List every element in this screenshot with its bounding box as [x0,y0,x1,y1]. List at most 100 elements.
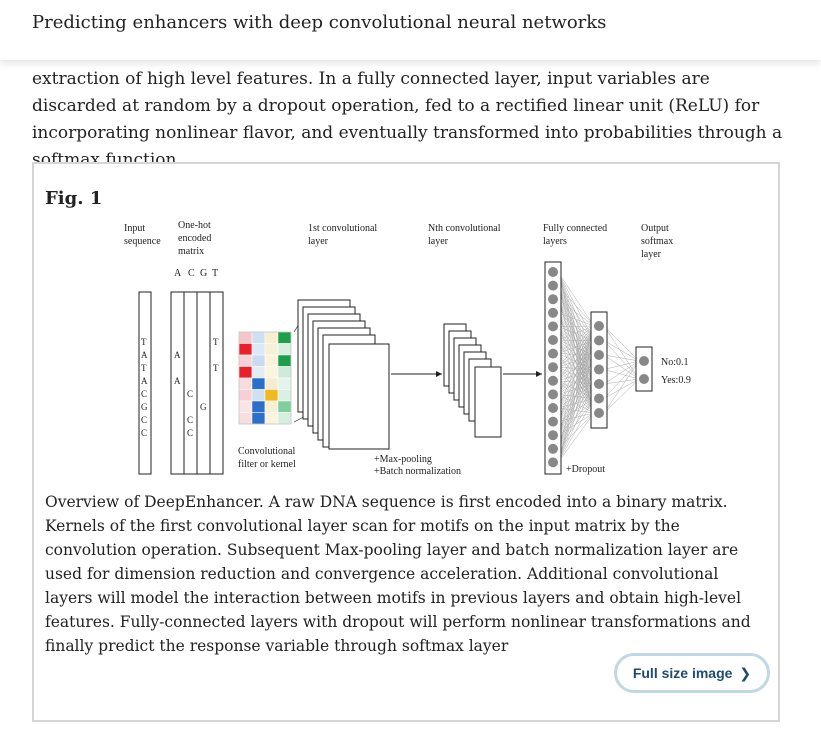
filter-cell [264,366,279,379]
article-title: Predicting enhancers with deep convoluti… [32,12,607,33]
filter-label: filter or kernel [238,459,296,470]
fc-node [548,416,558,427]
figure-diagram: Input sequence One-hot encoded matrix 1s… [124,220,691,477]
filter-cell [277,331,292,344]
pool-label: +Batch normalization [374,466,461,477]
fc-node [594,393,604,404]
sequence-base: C [141,389,147,399]
filter-cell [264,400,279,413]
fc-node [594,364,604,375]
sequence-base: T [141,337,147,347]
filter-cell [277,366,292,379]
base-letter: C [188,268,195,279]
output-label: layer [641,249,662,260]
sequence-base: A [141,376,148,386]
onehot-label: One-hot [178,220,211,231]
output-yes: Yes:0.9 [661,375,691,386]
chevron-right-icon: ❯ [739,664,752,681]
fc-node [548,362,558,373]
onehot-cell: C [187,415,193,425]
nth-conv-layer [443,323,502,438]
pool-label: +Max-pooling [374,454,432,465]
first-conv-layer [297,299,390,450]
filter-cell [238,366,253,379]
full-size-image-label: Full size image [632,665,733,681]
output-no: No:0.1 [661,357,689,368]
base-letter: T [212,268,218,279]
fc-node [548,280,558,291]
filter-cell [264,343,279,356]
output-label: softmax [641,236,673,247]
filter-cell [264,331,279,344]
convn-label: Nth convolutional [428,223,501,234]
convolution-filter [238,331,292,425]
article-paragraph: extraction of high level features. In a … [32,69,783,170]
input-sequence-box [138,291,152,475]
onehot-cell: T [213,337,219,347]
figure-caption: Overview of DeepEnhancer. A raw DNA sequ… [45,493,751,655]
filter-cell [277,354,292,367]
output-layer [635,346,653,392]
fc-node [548,403,558,413]
conv1-label: 1st convolutional [308,223,377,234]
filter-label: Convolutional [238,446,295,457]
fc-node [594,335,604,346]
fc-node [594,408,604,418]
fc-node [548,457,558,468]
full-size-image-button[interactable]: Full size image ❯ [614,653,770,693]
sequence-base: C [141,415,147,425]
filter-cell [251,331,266,344]
figure-label: Fig. 1 [45,188,103,209]
output-label: Output [641,223,669,234]
convn-label: layer [428,236,449,247]
fc-node [594,321,604,331]
filter-cell [277,343,292,356]
filter-cell [238,412,253,425]
filter-border [238,331,292,425]
filter-cell [238,331,253,344]
filter-cell [277,377,292,390]
onehot-label: matrix [178,246,204,257]
filter-cell [264,377,279,390]
fc-label: layers [543,236,567,247]
filter-cell [251,354,266,367]
fc-node [548,335,558,345]
filter-cell [238,389,253,402]
filter-cell [264,389,279,402]
onehot-cell: C [187,389,193,399]
fc-node [548,430,558,441]
sequence-base: G [141,402,148,412]
fc-node [548,267,558,277]
onehot-label: encoded [178,233,211,244]
onehot-cell: G [200,402,207,412]
filter-cell [251,343,266,356]
sequence-base: A [141,350,148,360]
filter-cell [238,377,253,390]
filter-cell [277,400,292,413]
conv1-label: layer [308,236,329,247]
fc-node [548,294,558,305]
sequence-base: T [141,363,147,373]
filter-cell [238,400,253,413]
filter-cell [238,343,253,356]
fc-node [548,443,558,454]
filter-cell [277,389,292,402]
fc-node [548,375,558,386]
base-letter: A [174,268,182,279]
filter-cell [251,377,266,390]
filter-cell [238,354,253,367]
input-label: Input [124,223,145,234]
filter-cell [251,400,266,413]
fc-node [548,389,558,400]
filter-cell [277,412,292,425]
article-header: Predicting enhancers with deep convoluti… [0,0,821,60]
onehot-cell: A [174,376,181,386]
input-label: sequence [124,236,161,247]
fc-node [594,379,604,389]
filter-cell [251,366,266,379]
filter-cell [251,412,266,425]
dropout-label: +Dropout [566,464,605,475]
figure-container: Fig. 1 Input sequence One-hot encoded ma… [32,162,780,722]
sequence-base: C [141,428,147,438]
onehot-cell: C [187,428,193,438]
